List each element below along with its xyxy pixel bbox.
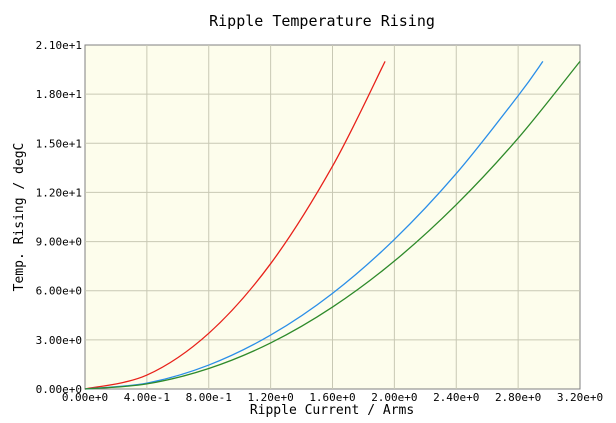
y-axis-label: Temp. Rising / degC (12, 143, 27, 292)
x-tick-label: 2.40e+0 (433, 391, 479, 404)
x-tick-label: 4.00e-1 (124, 391, 170, 404)
grid-lines (85, 45, 580, 389)
chart-title: Ripple Temperature Rising (209, 12, 435, 30)
y-tick-label: 9.00e+0 (36, 236, 82, 249)
y-tick-label: 3.00e+0 (36, 334, 82, 347)
x-tick-label: 8.00e-1 (186, 391, 232, 404)
series-line-3 (84, 60, 581, 390)
x-tick-label: 2.00e+0 (371, 391, 417, 404)
y-tick-label: 1.20e+1 (36, 186, 82, 199)
x-tick-label: 1.20e+0 (247, 391, 293, 404)
x-tick-label: 3.20e+0 (557, 391, 603, 404)
series-line-1 (84, 61, 386, 390)
y-tick-label: 1.80e+1 (36, 88, 82, 101)
y-tick-labels: 0.00e+0 3.00e+0 6.00e+0 9.00e+0 1.20e+1 1.50e… (36, 39, 82, 396)
x-tick-labels: 0.00e+0 4.00e-1 8.00e-1 1.20e+0 1.60e+0 2.00e… (62, 391, 603, 404)
y-tick-label: 0.00e+0 (36, 383, 82, 396)
y-tick-label: 6.00e+0 (36, 285, 82, 298)
x-tick-label: 0.00e+0 (62, 391, 108, 404)
y-tick-label: 2.10e+1 (36, 39, 82, 52)
x-tick-label: 1.60e+0 (309, 391, 355, 404)
y-tick-label: 1.50e+1 (36, 137, 82, 150)
data-series (84, 60, 581, 390)
x-axis-label: Ripple Current / Arms (250, 403, 414, 418)
series-line-2 (84, 60, 544, 390)
x-tick-label: 2.80e+0 (495, 391, 541, 404)
